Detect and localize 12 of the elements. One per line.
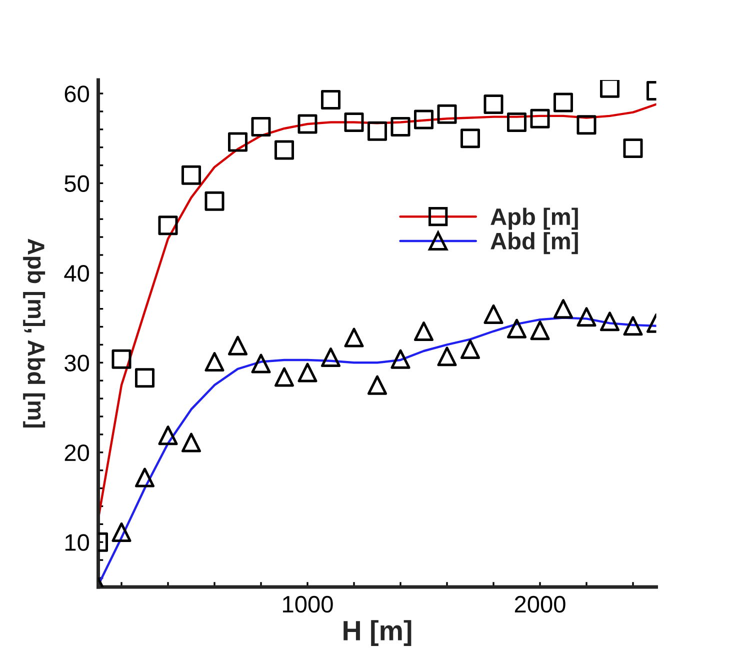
- legend-label: Apb [m]: [490, 208, 578, 230]
- x-axis-title: H [m]: [344, 620, 412, 646]
- y-tick-label: 10: [65, 534, 89, 551]
- y-tick-label: 60: [64, 86, 89, 102]
- y-tick-label: 30: [64, 354, 89, 372]
- x-tick-label: 2000: [514, 596, 566, 613]
- x-tick-label: 1000: [283, 596, 333, 613]
- y-tick-label: 20: [64, 444, 89, 462]
- y-tick-label: 40: [64, 265, 89, 282]
- y-tick-label: 50: [64, 175, 89, 192]
- legend-label: Abd [m]: [490, 232, 578, 254]
- y-axis-title: Apb [m], Abd [m]: [23, 238, 46, 428]
